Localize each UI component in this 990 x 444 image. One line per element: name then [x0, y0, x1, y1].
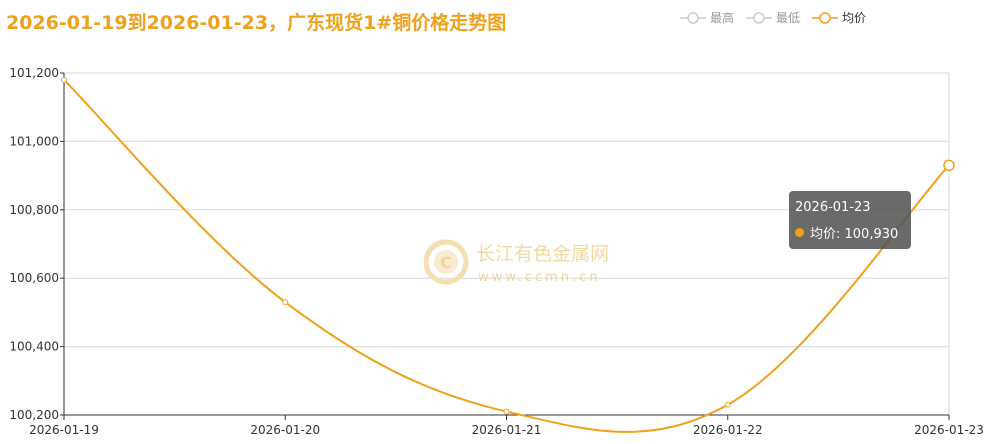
- legend-item-high[interactable]: 最高: [680, 9, 734, 26]
- watermark: C 长江有色金属网 www.ccmn.cn: [423, 239, 609, 285]
- data-point[interactable]: [943, 159, 955, 172]
- legend-label: 最高: [710, 11, 735, 25]
- legend-marker-icon: [680, 11, 706, 24]
- x-tick-label: 2026-01-19: [29, 423, 99, 437]
- watermark-url: www.ccmn.cn: [478, 270, 601, 285]
- x-tick-label: 2026-01-21: [472, 423, 542, 437]
- y-tick-label: 100,200: [9, 408, 59, 422]
- legend-item-low[interactable]: 最低: [746, 9, 800, 26]
- tooltip-date: 2026-01-23: [795, 200, 871, 215]
- chart-legend: 最高 最低 均价: [680, 9, 878, 26]
- watermark-cn: 长江有色金属网: [476, 243, 609, 265]
- x-tick-label: 2026-01-23: [914, 423, 984, 437]
- data-point[interactable]: [724, 401, 731, 408]
- y-tick-label: 101,000: [9, 134, 59, 148]
- legend-label: 均价: [842, 11, 867, 25]
- tooltip: 2026-01-23 均价: 100,930: [789, 191, 911, 249]
- y-tick-label: 100,600: [9, 271, 59, 285]
- y-tick-label: 100,400: [9, 340, 59, 354]
- data-point[interactable]: [503, 408, 510, 415]
- x-tick-label: 2026-01-22: [693, 423, 763, 437]
- tooltip-value: 均价: 100,930: [810, 227, 899, 242]
- x-tick-label: 2026-01-20: [250, 423, 320, 437]
- data-point[interactable]: [282, 299, 289, 306]
- svg-text:C: C: [440, 253, 452, 272]
- chart-title: 2026-01-19到2026-01-23，广东现货1#铜价格走势图: [6, 12, 507, 34]
- legend-item-avg[interactable]: 均价: [812, 9, 866, 26]
- data-point[interactable]: [61, 76, 67, 83]
- y-tick-label: 101,200: [9, 66, 59, 80]
- legend-marker-icon: [812, 11, 839, 24]
- tooltip-series-dot: [795, 228, 804, 237]
- legend-marker-icon: [746, 11, 773, 24]
- legend-label: 最低: [776, 11, 801, 25]
- y-tick-label: 100,800: [9, 203, 59, 217]
